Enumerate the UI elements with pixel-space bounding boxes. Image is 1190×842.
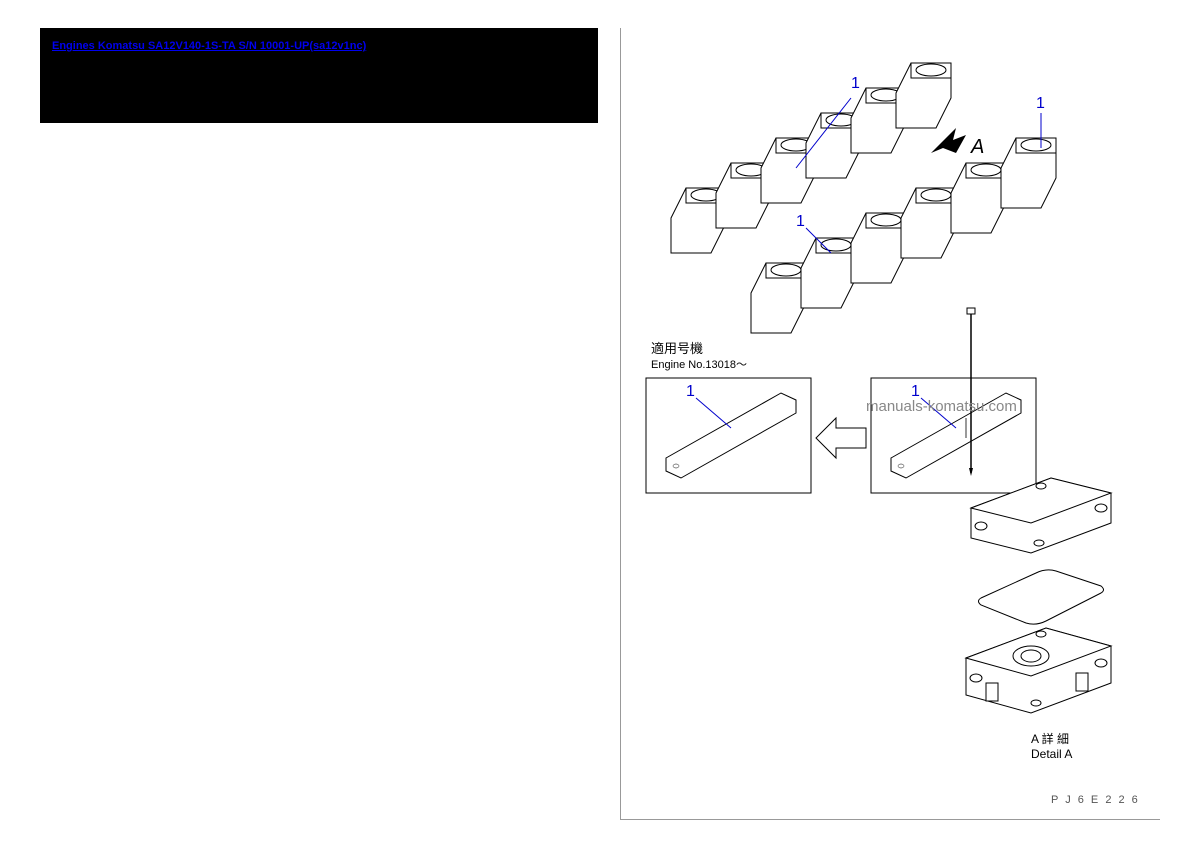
bolt-head <box>967 308 975 314</box>
japanese-label: 適用号機 <box>651 341 703 356</box>
parts-diagram: 1 1 1 A 適用号機 Engine No.13018～ 1 1 <box>621 28 1161 820</box>
engine-no-label: Engine No.13018～ <box>651 359 747 371</box>
gasket <box>979 570 1104 624</box>
letter-a: A <box>970 136 984 158</box>
engine-model-link[interactable]: Engines Komatsu SA12V140-1S-TA S/N 10001… <box>52 40 366 52</box>
callout-1-rear: 1 <box>851 75 860 92</box>
part-code: P J 6 E 2 2 6 <box>1051 794 1140 806</box>
arrow-a <box>931 128 966 153</box>
watermark-text: manuals-komatsu.com <box>866 398 1017 415</box>
detail-a-en-label: Detail A <box>1031 747 1072 761</box>
callout-1-front: 1 <box>796 213 805 230</box>
arrow-between-boxes <box>816 418 866 458</box>
callout-1-right: 1 <box>1036 95 1045 112</box>
diagram-container: 1 1 1 A 適用号機 Engine No.13018～ 1 1 <box>620 28 1160 820</box>
header-box: Engines Komatsu SA12V140-1S-TA S/N 10001… <box>40 28 598 123</box>
housing-base <box>966 628 1111 713</box>
callout-1-detail-left: 1 <box>686 383 695 400</box>
detail-a-jp-label: A 詳 細 <box>1031 731 1069 746</box>
